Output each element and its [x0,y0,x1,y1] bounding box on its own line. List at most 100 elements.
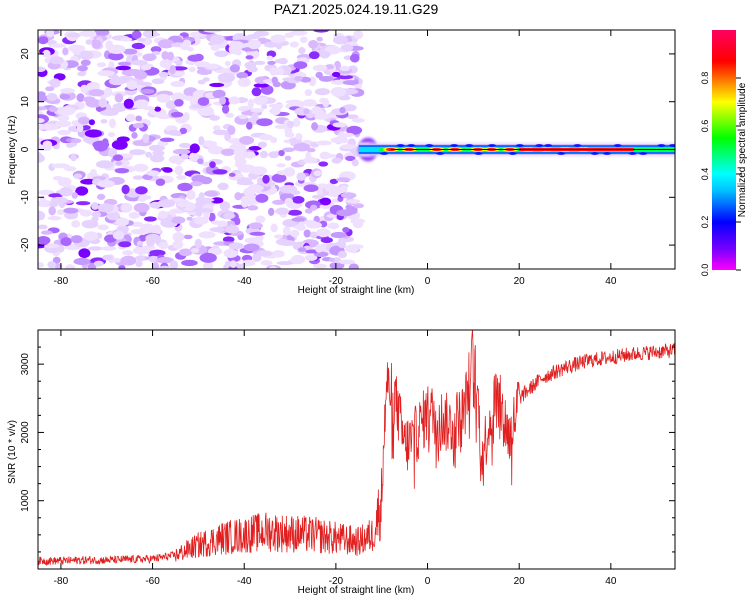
noise-blob [56,209,65,216]
snr-panel: -80 -60 -40 -20 0 20 40 1000 2000 3000 Height of… [7,329,676,596]
colorbar-axis: 0.0 0.2 0.4 0.6 0.8 [700,72,741,276]
noise-blob [183,112,190,122]
noise-blob [346,114,359,120]
snr-y-axis: 1000 2000 3000 [20,346,675,553]
noise-blob [319,153,337,158]
noise-blob [75,186,89,196]
noise-blob [202,77,210,82]
noise-blob [315,71,323,79]
y-tick-label: 0 [20,146,31,152]
noise-blob [112,230,125,240]
noise-blob [284,32,295,38]
noise-blob [313,263,328,269]
noise-blob [170,80,185,88]
noise-blob [48,106,58,113]
noise-blob [259,150,268,159]
x-tick-label: 20 [514,576,526,587]
band-edge-bump [657,144,666,147]
noise-blob [48,193,63,198]
noise-blob [183,234,193,240]
noise-blob [161,51,169,60]
spectrogram-y-axis: -20 -10 0 10 20 [20,48,675,252]
noise-blob [77,65,88,72]
band-edge-bump [425,144,434,147]
noise-blob [227,125,236,135]
noise-blob [274,234,284,239]
x-tick-label: 0 [425,576,431,587]
noise-blob [158,241,169,250]
noise-blob [338,95,351,101]
noise-blob [100,119,108,124]
noise-blob [79,30,97,37]
noise-blob [146,170,160,176]
noise-blob [212,169,228,175]
noise-blob [292,196,305,204]
noise-blob [295,133,303,141]
noise-blob [236,180,254,186]
noise-blob [212,89,226,99]
noise-blob [92,140,110,150]
noise-blob [142,133,150,143]
noise-blob [176,202,189,208]
noise-blob [204,190,218,197]
noise-blob [319,50,331,59]
noise-blob [331,139,349,144]
y-tick-label: 1000 [20,489,31,512]
noise-blob [214,50,229,58]
noise-blob [337,239,346,249]
band-edge-bump [602,152,611,155]
noise-blob [213,125,221,131]
noise-blob [228,96,240,105]
noise-blob [171,111,184,118]
noise-blob [131,30,142,40]
noise-blob [136,240,144,247]
colorbar-tick-label: 0.6 [700,120,710,133]
noise-blob [145,151,153,158]
noise-blob [291,217,305,222]
noise-blob [115,65,131,71]
noise-blob [297,221,305,230]
x-tick-label: 40 [605,276,617,287]
noise-blob [248,222,263,230]
x-tick-label: -40 [237,576,252,587]
noise-blob [123,48,138,55]
noise-blob [57,106,76,116]
noise-blob [209,82,225,88]
noise-blob [38,262,45,268]
noise-blob [188,152,199,162]
noise-blob [142,32,161,37]
noise-blob [278,57,288,65]
noise-blob [289,41,299,48]
noise-blob [76,93,85,102]
noise-blob [125,113,136,122]
noise-blob [54,263,63,269]
noise-blob [76,124,84,133]
noise-blob [257,177,264,185]
noise-blob [99,109,118,116]
noise-blob [222,236,235,243]
noise-blob [268,207,275,216]
noise-blob [290,229,300,238]
snr-series-line [38,330,675,567]
noise-blob [270,34,286,43]
noise-blob [78,116,90,125]
noise-blob [212,129,229,136]
noise-blob [271,173,287,183]
noise-blob [177,182,193,192]
noise-blob [209,115,220,121]
noise-blob [255,215,266,224]
noise-blob [148,144,165,152]
noise-blob [171,208,182,214]
noise-blob [52,256,61,264]
noise-blob [234,217,241,226]
noise-blob [84,129,102,138]
noise-blob [172,239,184,250]
noise-blob [198,231,216,239]
noise-blob [97,70,115,77]
noise-blob [162,167,173,173]
noise-blob [118,265,126,269]
noise-blob [308,51,320,60]
noise-blob [57,115,70,121]
noise-blob [345,199,361,204]
noise-blob [209,227,226,233]
